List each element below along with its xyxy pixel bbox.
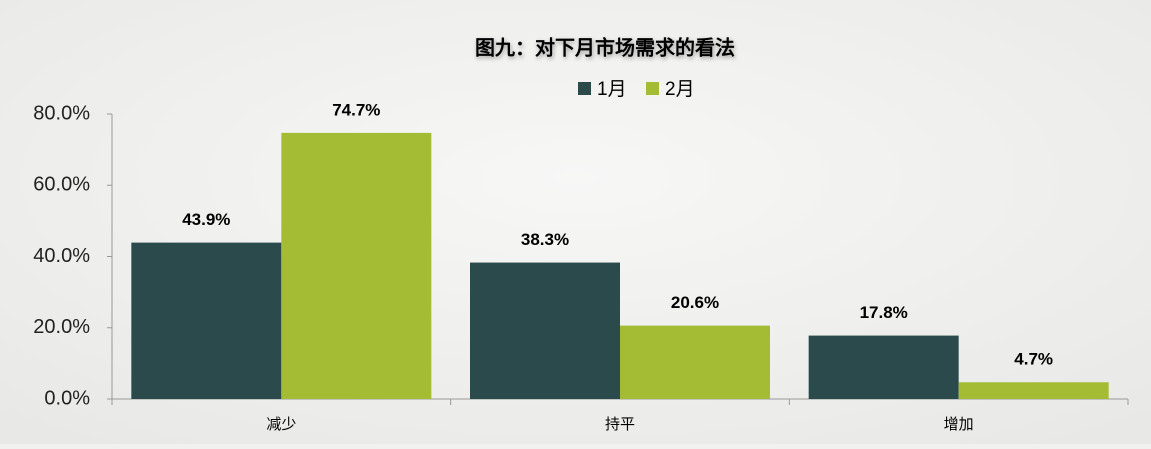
- legend-label: 2月: [665, 79, 695, 100]
- bar: [470, 262, 620, 399]
- value-label: 17.8%: [860, 303, 908, 322]
- bar: [620, 325, 770, 399]
- y-tick-label: 40.0%: [33, 245, 90, 267]
- y-tick-label: 0.0%: [44, 387, 90, 409]
- y-tick-label: 60.0%: [33, 174, 90, 196]
- legend-label: 1月: [597, 79, 627, 100]
- value-label: 43.9%: [182, 210, 230, 229]
- bar: [131, 242, 282, 399]
- y-tick-label: 80.0%: [33, 102, 90, 124]
- bar: [958, 382, 1109, 399]
- legend-swatch: [578, 82, 591, 95]
- x-tick-label: 持平: [605, 416, 635, 433]
- x-tick-label: 减少: [266, 416, 296, 433]
- legend-swatch: [646, 82, 659, 95]
- value-label: 20.6%: [671, 293, 719, 312]
- bar: [808, 335, 959, 399]
- y-tick-label: 20.0%: [33, 316, 90, 338]
- bar: [281, 132, 432, 399]
- value-label: 38.3%: [521, 230, 569, 249]
- value-label: 4.7%: [1014, 350, 1053, 369]
- value-label: 74.7%: [332, 100, 380, 119]
- chart-title: 图九：对下月市场需求的看法: [475, 35, 735, 59]
- x-tick-label: 增加: [944, 416, 974, 433]
